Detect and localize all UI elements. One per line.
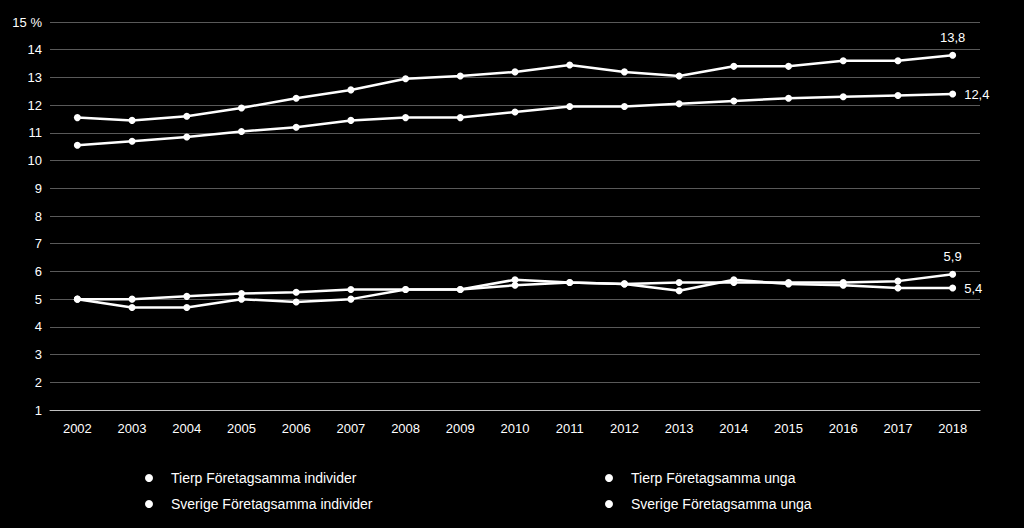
- svg-text:6: 6: [35, 264, 42, 279]
- svg-text:2002: 2002: [63, 421, 92, 436]
- svg-text:10: 10: [28, 153, 42, 168]
- svg-text:2013: 2013: [665, 421, 694, 436]
- svg-text:2: 2: [35, 375, 42, 390]
- svg-text:2017: 2017: [883, 421, 912, 436]
- svg-text:Tierp Företagsamma individer: Tierp Företagsamma individer: [171, 470, 357, 486]
- svg-text:2015: 2015: [774, 421, 803, 436]
- svg-text:4: 4: [35, 319, 42, 334]
- svg-text:2003: 2003: [118, 421, 147, 436]
- svg-text:7: 7: [35, 236, 42, 251]
- svg-text:12,4: 12,4: [964, 87, 989, 102]
- svg-text:2009: 2009: [446, 421, 475, 436]
- svg-text:2005: 2005: [227, 421, 256, 436]
- svg-text:2006: 2006: [282, 421, 311, 436]
- svg-text:3: 3: [35, 347, 42, 362]
- svg-text:2010: 2010: [501, 421, 530, 436]
- svg-text:12: 12: [28, 98, 42, 113]
- svg-text:1: 1: [35, 403, 42, 418]
- svg-text:8: 8: [35, 209, 42, 224]
- svg-text:Sverige Företagsamma unga: Sverige Företagsamma unga: [631, 496, 812, 512]
- svg-text:2007: 2007: [336, 421, 365, 436]
- svg-text:Sverige Företagsamma individer: Sverige Företagsamma individer: [171, 496, 373, 512]
- svg-text:11: 11: [29, 125, 43, 140]
- svg-text:2008: 2008: [391, 421, 420, 436]
- svg-text:2011: 2011: [556, 421, 584, 436]
- svg-text:13: 13: [28, 70, 42, 85]
- svg-text:5,9: 5,9: [944, 249, 962, 264]
- svg-text:2014: 2014: [719, 421, 748, 436]
- svg-text:2004: 2004: [172, 421, 201, 436]
- svg-text:15 %: 15 %: [12, 15, 42, 30]
- svg-text:5: 5: [35, 292, 42, 307]
- svg-text:9: 9: [35, 181, 42, 196]
- svg-text:2012: 2012: [610, 421, 639, 436]
- svg-text:14: 14: [28, 42, 42, 57]
- svg-text:5,4: 5,4: [964, 281, 982, 296]
- svg-text:Tierp Företagsamma unga: Tierp Företagsamma unga: [631, 470, 796, 486]
- svg-text:13,8: 13,8: [940, 30, 965, 45]
- svg-text:2016: 2016: [829, 421, 858, 436]
- svg-text:2018: 2018: [938, 421, 967, 436]
